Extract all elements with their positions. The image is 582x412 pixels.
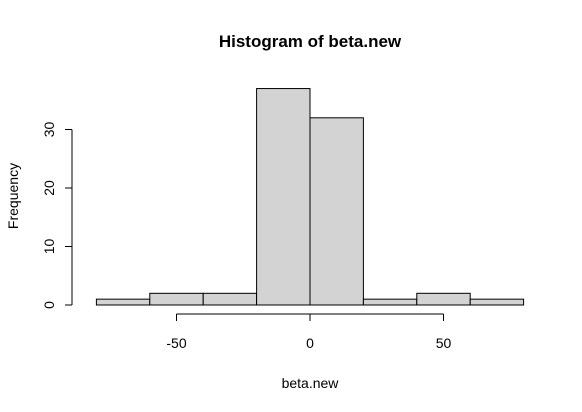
x-tick-label-1: 0 [306,335,314,351]
histogram-bar-3 [256,88,311,306]
histogram-bar-4 [309,117,364,306]
histogram-bar-0 [95,298,151,306]
histogram-bar-2 [202,292,258,306]
y-tick-label-2: 20 [41,180,57,196]
y-tick-label-1: 10 [41,239,57,255]
y-axis: 0 10 20 30 [41,122,73,309]
x-tick-label-0: -50 [166,335,186,351]
y-tick-label-0: 0 [41,301,57,309]
bars-group [95,88,525,306]
x-axis: -50 0 50 [166,313,452,351]
histogram-bar-6 [416,292,471,306]
histogram-bar-7 [469,298,525,306]
y-tick-label-3: 30 [41,122,57,138]
chart-title: Histogram of beta.new [219,32,402,51]
x-tick-label-2: 50 [436,335,452,351]
histogram-bar-1 [149,292,204,306]
x-axis-label: beta.new [282,375,340,391]
y-axis-label: Frequency [5,163,21,229]
histogram-bar-5 [362,298,418,306]
